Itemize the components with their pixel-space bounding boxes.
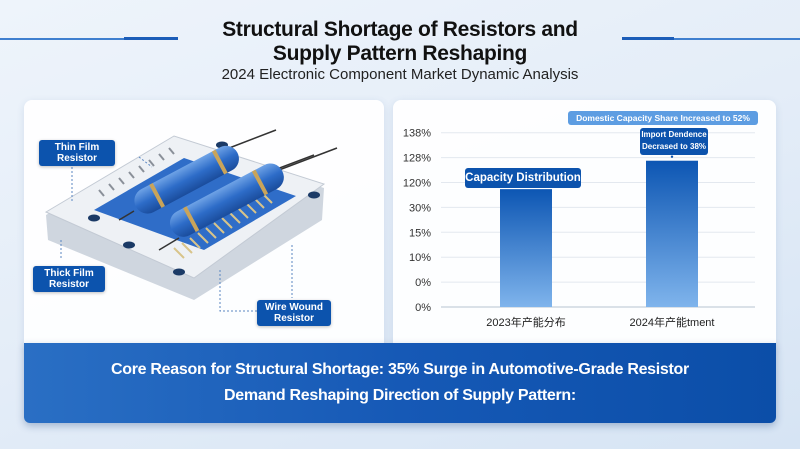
callout-wire-wound-resistor: Wire Wound Resistor xyxy=(257,300,331,326)
callout-text: Wire Wound xyxy=(264,302,324,313)
annotation-import-dependence: Import Dendence Decrased to 38% xyxy=(640,128,708,155)
page-title: Structural Shortage of Resistors and Sup… xyxy=(0,18,800,66)
chart-card xyxy=(393,100,776,350)
title-line-2: Supply Pattern Reshaping xyxy=(272,42,528,65)
wire-wound-resistor-body xyxy=(169,163,284,237)
decor-line-right xyxy=(622,38,800,40)
annotation-capacity-distribution: Capacity Distribution xyxy=(465,168,581,188)
decor-line-left xyxy=(0,38,178,40)
resistor-board-illustration xyxy=(44,129,338,312)
callout-leaders xyxy=(60,156,293,312)
callout-thick-film-resistor: Thick Film Resistor xyxy=(33,266,105,292)
decor-accent-right xyxy=(622,37,674,40)
title-line-1: Structural Shortage of Resistors and xyxy=(222,18,578,41)
callout-thin-film-resistor: Thin Film Resistor xyxy=(39,140,115,166)
callout-text: Resistor xyxy=(48,279,89,290)
callout-text: Thick Film xyxy=(44,268,94,279)
callout-text: Resistor xyxy=(273,313,314,324)
pin-row-back xyxy=(98,147,175,197)
annotation-text: Decrased to 38% xyxy=(641,142,707,151)
annotation-domestic-capacity: Domestic Capacity Share Increased to 52% xyxy=(568,111,758,125)
decor-accent-left xyxy=(124,37,178,40)
thin-film-resistor-body xyxy=(134,145,239,214)
core-reason-banner: Core Reason for Structural Shortage: 35%… xyxy=(24,343,776,423)
callout-text: Thin Film xyxy=(54,142,100,153)
resistor-illustration-card: Thin Film Resistor Thick Film Resistor W… xyxy=(24,100,384,350)
annotation-text: Import Dendence xyxy=(641,130,707,139)
banner-line-1: Core Reason for Structural Shortage: 35%… xyxy=(111,361,689,378)
callout-text: Resistor xyxy=(56,153,97,164)
banner-line-2: Demand Reshaping Direction of Supply Pat… xyxy=(224,387,576,404)
page-subtitle: 2024 Electronic Component Market Dynamic… xyxy=(221,66,579,83)
